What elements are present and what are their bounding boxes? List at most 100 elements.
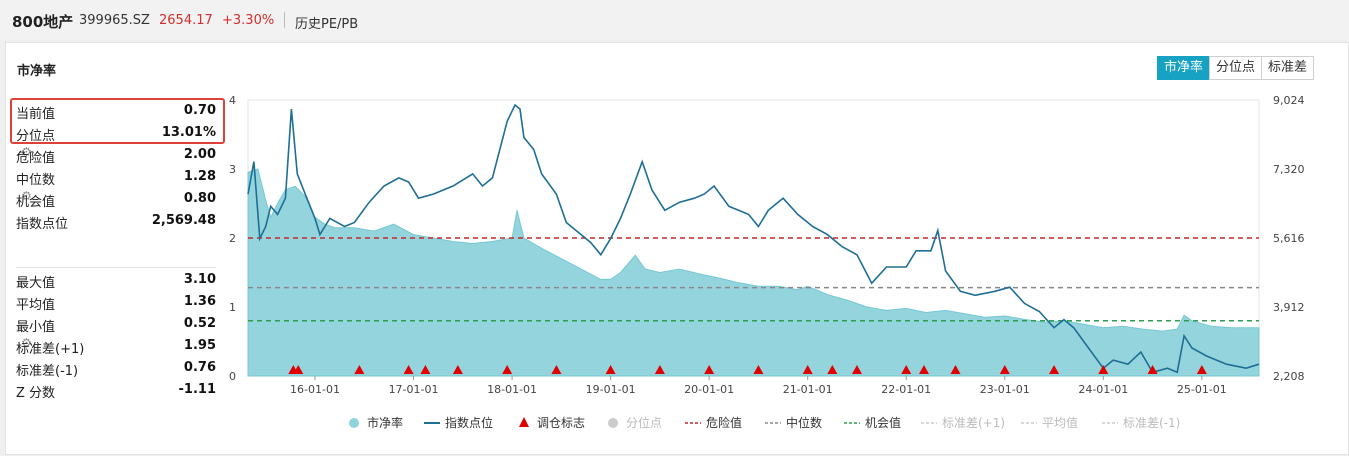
stat-row: 平均值 1.36 [16, 292, 216, 313]
index-line [247, 103, 1260, 374]
stat-row: 指数点位 2,569.48 [16, 211, 216, 232]
rebalance-marker [901, 365, 912, 374]
x-tick-label: 18-01-01 [487, 383, 537, 396]
stat-label: 危险值 [16, 151, 56, 166]
legend-label[interactable]: 机会值 [865, 415, 901, 430]
top-bar: 800地产 399965.SZ 2654.17 +3.30% 历史PE/PB [0, 0, 1349, 40]
stat-label: 平均值 [16, 298, 56, 313]
x-tick-label: 16-01-01 [290, 383, 340, 396]
legend-label[interactable]: 调仓标志 [537, 416, 585, 430]
stat-value: 2.00 [183, 147, 216, 162]
rebalance-marker [403, 365, 414, 374]
index-name: 800地产 [12, 13, 74, 31]
stat-value: 2,569.48 [151, 213, 216, 228]
rebalance-marker [605, 365, 616, 374]
stat-row: 机会值 ⚙ 0.80 [16, 189, 216, 210]
stat-label: 最小值 [16, 320, 56, 335]
left-tick-label: 2 [229, 232, 236, 245]
gear-icon[interactable]: ⚙ [21, 336, 32, 350]
left-tick-label: 0 [229, 370, 236, 383]
metric-tabs: 市净率 分位点 标准差 [1157, 56, 1315, 80]
rebalance-marker [420, 365, 431, 374]
valuation-panel: 市净率 市净率 分位点 标准差 当前值 0.70 分位点 13.01% 危险值 ⚙ 2.00… [5, 42, 1349, 455]
stat-value: 13.01% [161, 125, 216, 140]
right-tick-label: 3,912 [1273, 301, 1305, 314]
gear-icon[interactable]: ⚙ [21, 189, 32, 203]
stat-value: 0.70 [183, 103, 216, 118]
x-tick-label: 22-01-01 [881, 383, 931, 396]
x-tick-label: 19-01-01 [586, 383, 636, 396]
stat-row: 分位点 13.01% [16, 123, 216, 144]
stat-label: 分位点 [16, 129, 56, 144]
stat-value: 0.76 [183, 360, 216, 375]
stat-row: 最大值 3.10 [16, 270, 216, 291]
legend-circle-icon [608, 418, 618, 428]
stat-row: 危险值 ⚙ 2.00 [16, 145, 216, 166]
index-code: 399965.SZ [79, 13, 150, 28]
legend-label[interactable]: 市净率 [367, 415, 403, 430]
rebalance-marker [654, 365, 665, 374]
rebalance-marker [827, 365, 838, 374]
stat-value: 1.95 [183, 338, 216, 353]
stat-label: 机会值 [16, 195, 56, 210]
rebalance-marker [502, 365, 513, 374]
stat-row: Z 分数 -1.11 [16, 380, 216, 401]
stat-value: -1.11 [178, 382, 216, 397]
x-tick-label: 24-01-01 [1078, 383, 1128, 396]
x-tick-label: 17-01-01 [389, 383, 439, 396]
stat-value: 1.36 [183, 294, 216, 309]
stat-row: 当前值 0.70 [16, 101, 216, 122]
rebalance-marker [950, 365, 961, 374]
stat-value: 0.52 [183, 316, 216, 331]
legend-label[interactable]: 分位点 [626, 415, 662, 430]
right-tick-label: 2,208 [1273, 370, 1305, 383]
legend-label[interactable]: 中位数 [786, 415, 822, 430]
legend-triangle-icon [519, 417, 529, 427]
legend-label[interactable]: 标准差(-1) [1123, 416, 1180, 430]
rebalance-marker [704, 365, 715, 374]
rebalance-marker [354, 365, 365, 374]
rebalance-marker [1049, 365, 1060, 374]
left-tick-label: 4 [229, 94, 236, 107]
stat-label: 当前值 [16, 107, 56, 122]
stat-label: 标准差(-1) [16, 364, 79, 379]
right-tick-label: 7,320 [1273, 163, 1305, 176]
rebalance-marker [1098, 365, 1109, 374]
header-divider [284, 12, 285, 28]
stat-value: 3.10 [183, 272, 216, 287]
stat-row: 最小值 0.52 [16, 314, 216, 335]
rebalance-marker [802, 365, 813, 374]
legend-label[interactable]: 平均值 [1042, 415, 1078, 430]
x-tick-label: 25-01-01 [1177, 383, 1227, 396]
legend-circle-icon [349, 418, 359, 428]
x-tick-label: 20-01-01 [684, 383, 734, 396]
stat-label: 最大值 [16, 276, 56, 291]
stat-value: 1.28 [183, 169, 216, 184]
legend-label[interactable]: 危险值 [706, 415, 742, 430]
index-price: 2654.17 [159, 13, 213, 28]
rebalance-marker [293, 365, 304, 374]
right-tick-label: 5,616 [1273, 232, 1305, 245]
stat-label: 指数点位 [16, 217, 69, 232]
legend-label[interactable]: 标准差(+1) [942, 416, 1005, 430]
left-tick-label: 1 [229, 301, 236, 314]
rebalance-marker [999, 365, 1010, 374]
panel-title: 市净率 [17, 64, 57, 79]
stats-divider [16, 267, 216, 268]
tab-stddev[interactable]: 标准差 [1261, 56, 1315, 80]
rebalance-marker [551, 365, 562, 374]
rebalance-marker [753, 365, 764, 374]
legend-label[interactable]: 指数点位 [445, 415, 493, 430]
index-change: +3.30% [222, 13, 275, 28]
left-tick-label: 3 [229, 163, 236, 176]
x-tick-label: 21-01-01 [783, 383, 833, 396]
pb-area [247, 168, 1260, 377]
gear-icon[interactable]: ⚙ [21, 145, 32, 159]
history-pe-pb-link[interactable]: 历史PE/PB [295, 17, 359, 32]
stat-label: 标准差(+1) [16, 342, 85, 357]
stat-label: 中位数 [16, 173, 56, 188]
stat-row: 标准差(-1) 0.76 [16, 358, 216, 379]
rebalance-marker [1147, 365, 1158, 374]
stat-value: 0.80 [183, 191, 216, 206]
pb-chart: 0 1 2 3 4 2,208 3,912 5,616 7,320 9,024 16-01-01 17… [229, 94, 1305, 430]
